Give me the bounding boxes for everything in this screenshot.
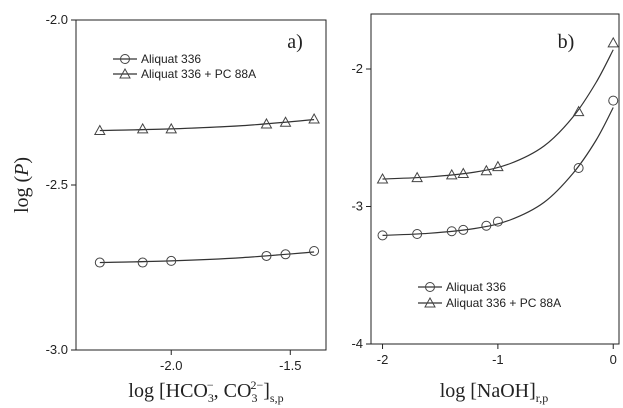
data-point-b-1-0 <box>376 172 389 184</box>
data-point-b-0-6 <box>573 163 584 173</box>
data-point-b-1-4 <box>480 164 493 176</box>
data-point-b-0-5 <box>492 216 503 227</box>
y-tick-label-b-2: -2 <box>351 61 363 76</box>
data-point-a-0-2 <box>166 255 177 266</box>
x-axis-title-a-mid: , CO <box>214 380 252 402</box>
x-axis-title-a-close: ] <box>263 380 270 402</box>
fit-line-a-0 <box>99 251 315 264</box>
data-point-b-0-2 <box>446 226 457 237</box>
x-axis-title-b: log [NaOH]r,p <box>440 380 549 405</box>
data-point-a-0-3 <box>261 250 272 261</box>
fit-line-b-0 <box>382 107 614 236</box>
x-tick-label-b-2: 0 <box>610 352 617 367</box>
panel-b-ticks: -2 -1 0 -4 -3 -2 <box>351 61 616 367</box>
fit-line-a-1 <box>99 119 315 132</box>
x-axis-title-a: log [HCO3−, CO32−]s,p <box>128 378 283 405</box>
y-axis-title-prefix: log ( <box>11 175 33 213</box>
panel-b-series <box>376 36 620 241</box>
x-axis-title-a-sub3: s,p <box>270 391 284 405</box>
data-point-b-1-7 <box>607 36 620 48</box>
data-point-b-0-3 <box>458 224 469 235</box>
y-axis-title-suffix: ) <box>11 157 33 164</box>
y-axis-title-var: P <box>11 164 33 177</box>
data-point-b-0-7 <box>608 95 619 106</box>
x-axis-title-a-sup2: 2− <box>250 378 263 392</box>
fit-line-b-1 <box>382 49 614 180</box>
panel-b-label: b) <box>558 31 575 53</box>
y-tick-label-a-2: -2.0 <box>46 12 68 27</box>
data-point-b-0-1 <box>412 229 423 239</box>
panel-a-series <box>93 112 320 268</box>
x-axis-title-b-sub: r,p <box>536 391 549 405</box>
y-tick-label-a-0: -3.0 <box>46 342 68 357</box>
data-point-a-1-1 <box>136 122 149 134</box>
data-point-a-0-1 <box>137 257 148 268</box>
x-axis-title-a-sub1: 3 <box>208 391 214 405</box>
legend-a-label-1: Aliquat 336 <box>141 52 201 66</box>
panel-a-ticks: -2.0 -1.5 -3.0 -2.5 -2.0 <box>46 12 302 373</box>
data-point-b-0-4 <box>481 220 492 231</box>
panel-b-legend: Aliquat 336 Aliquat 336 + PC 88A <box>418 280 561 310</box>
data-point-a-1-0 <box>93 124 106 136</box>
x-axis-title-a-sup1: − <box>207 378 214 392</box>
y-axis-title: log (P) <box>11 157 33 213</box>
x-tick-label-a-1: -1.5 <box>279 358 301 373</box>
y-tick-label-a-1: -2.5 <box>46 177 68 192</box>
x-axis-title-a-sub2: 3 <box>251 391 257 405</box>
data-point-b-1-1 <box>411 171 423 183</box>
data-point-a-1-4 <box>279 116 292 127</box>
legend-b-label-2: Aliquat 336 + PC 88A <box>446 296 561 310</box>
x-tick-label-a-0: -2.0 <box>160 358 182 373</box>
x-axis-title-a-prefix: log [HCO <box>128 380 207 402</box>
x-axis-title-b-prefix: log [NaOH] <box>440 380 536 402</box>
data-point-b-0-0 <box>377 230 388 241</box>
panel-b: b) -2 -1 0 -4 -3 -2 Aliquat 336 Aliquat 336 +… <box>351 13 620 405</box>
data-point-b-1-6 <box>572 105 585 117</box>
panel-b-frame <box>370 13 620 345</box>
x-tick-label-b-1: -1 <box>492 352 504 367</box>
panel-a-legend: Aliquat 336 Aliquat 336 + PC 88A <box>113 52 256 81</box>
data-point-a-1-3 <box>260 117 273 129</box>
legend-b-label-1: Aliquat 336 <box>446 280 506 294</box>
y-tick-label-b-1: -3 <box>351 199 363 214</box>
data-point-a-0-0 <box>94 257 105 268</box>
data-point-b-1-3 <box>457 167 470 178</box>
panel-a: a) -2.0 -1.5 -3.0 -2.5 -2.0 Aliquat 336 Aliq… <box>11 12 327 405</box>
data-point-a-0-5 <box>309 246 320 256</box>
data-point-a-1-5 <box>308 112 320 124</box>
data-point-b-1-2 <box>445 168 458 180</box>
legend-a-marker-circle <box>120 54 130 64</box>
data-point-b-1-5 <box>492 160 504 172</box>
y-tick-label-b-0: -4 <box>351 336 363 351</box>
legend-b-marker-triangle <box>424 296 436 308</box>
legend-a-marker-triangle <box>119 67 131 79</box>
legend-b-marker-circle <box>425 282 435 292</box>
x-tick-label-b-0: -2 <box>377 352 389 367</box>
panel-a-label: a) <box>287 31 303 53</box>
data-point-a-0-4 <box>280 249 291 260</box>
data-point-a-1-2 <box>165 122 178 134</box>
legend-a-label-2: Aliquat 336 + PC 88A <box>141 67 256 81</box>
